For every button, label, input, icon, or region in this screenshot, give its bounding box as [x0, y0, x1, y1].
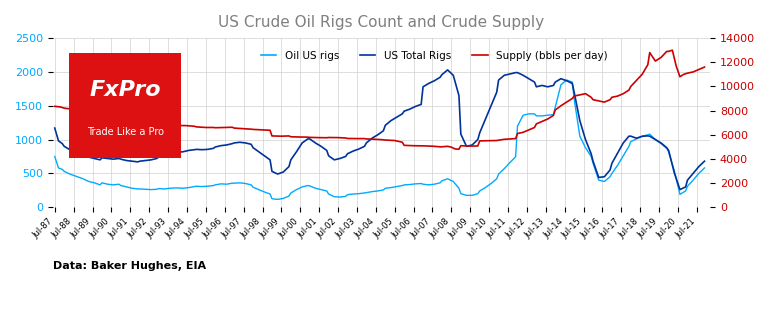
Supply (bbls per day)	[454, 147, 464, 151]
Text: Trade Like a Pro: Trade Like a Pro	[86, 127, 163, 137]
Text: FxPro: FxPro	[89, 80, 161, 100]
Supply (bbls per day)	[249, 127, 258, 131]
Supply (bbls per day)	[456, 144, 465, 148]
Line: Oil US rigs: Oil US rigs	[55, 80, 705, 199]
Legend: Oil US rigs, US Total Rigs, Supply (bbls per day): Oil US rigs, US Total Rigs, Supply (bbls…	[256, 47, 611, 65]
US Total Rigs	[675, 188, 685, 192]
Oil US rigs	[467, 193, 477, 197]
US Total Rigs	[58, 142, 67, 146]
Oil US rigs	[562, 78, 571, 82]
US Total Rigs	[695, 165, 704, 169]
US Total Rigs	[387, 119, 396, 123]
US Total Rigs	[54, 139, 63, 143]
US Total Rigs	[50, 126, 59, 130]
Supply (bbls per day)	[688, 70, 698, 74]
Supply (bbls per day)	[668, 48, 677, 52]
Supply (bbls per day)	[700, 65, 709, 69]
Line: US Total Rigs: US Total Rigs	[55, 70, 705, 190]
US Total Rigs	[443, 68, 452, 72]
Oil US rigs	[54, 166, 63, 170]
Title: US Crude Oil Rigs Count and Crude Supply: US Crude Oil Rigs Count and Crude Supply	[219, 15, 544, 30]
Oil US rigs	[50, 154, 59, 158]
Oil US rigs	[273, 197, 283, 201]
Supply (bbls per day)	[209, 125, 218, 129]
Supply (bbls per day)	[588, 98, 598, 102]
US Total Rigs	[417, 102, 426, 106]
US Total Rigs	[700, 159, 709, 163]
US Total Rigs	[467, 143, 477, 147]
Oil US rigs	[418, 182, 427, 186]
Oil US rigs	[58, 167, 67, 171]
Line: Supply (bbls per day): Supply (bbls per day)	[55, 50, 705, 149]
Oil US rigs	[700, 166, 709, 170]
Oil US rigs	[695, 171, 704, 175]
Supply (bbls per day)	[532, 122, 541, 126]
Text: Data: Baker Hughes, EIA: Data: Baker Hughes, EIA	[53, 261, 206, 271]
Oil US rigs	[392, 184, 401, 188]
Supply (bbls per day)	[50, 104, 59, 108]
